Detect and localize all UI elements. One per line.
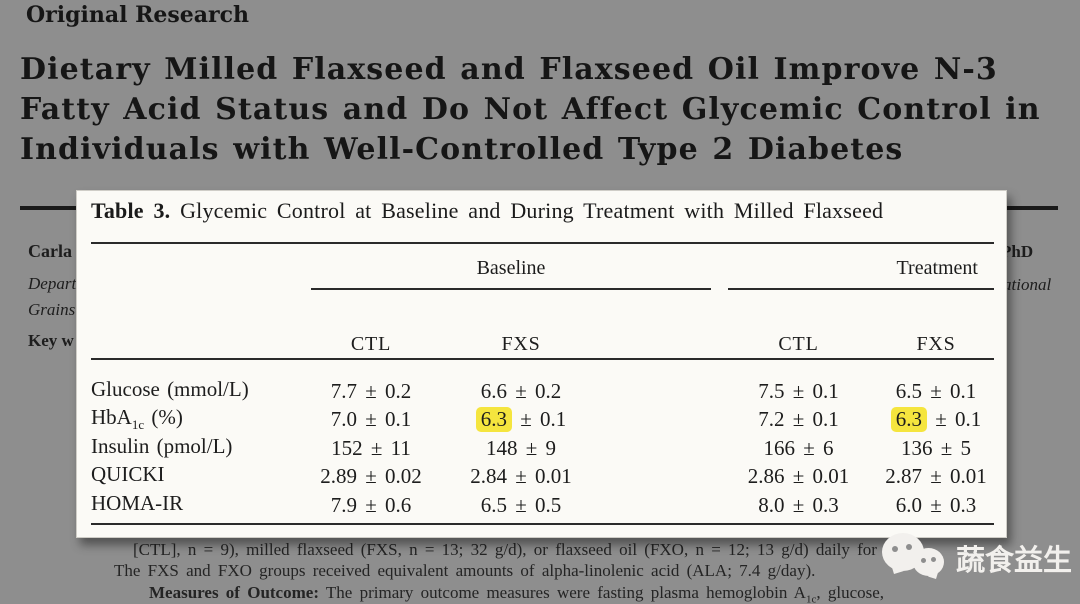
cell-treatment-ctl: 2.86 ± 0.01 bbox=[747, 463, 850, 488]
wechat-eye bbox=[892, 546, 898, 552]
table3-panel: Table 3. Glycemic Control at Baseline an… bbox=[76, 190, 1007, 538]
measures-of-outcome-label: Measures of Outcome: bbox=[149, 583, 319, 602]
row-label: HbA1c (%) bbox=[91, 405, 183, 433]
cell-treatment-ctl: 166 ± 6 bbox=[763, 435, 834, 460]
article-title-line-1: Dietary Milled Flaxseed and Flaxseed Oil… bbox=[20, 52, 998, 87]
cell-treatment-ctl: 8.0 ± 0.3 bbox=[758, 492, 839, 517]
cell-treatment-fxs: 6.5 ± 0.1 bbox=[895, 378, 977, 403]
wechat-eye bbox=[931, 557, 936, 562]
baseline-group-underline bbox=[311, 288, 711, 290]
column-header-treatment-ctl: CTL bbox=[778, 333, 819, 355]
author-name-fragment: Carla G bbox=[28, 241, 91, 261]
row-label: QUICKI bbox=[91, 462, 165, 486]
affiliation-fragment-2: Grains bbox=[28, 300, 76, 319]
column-header-baseline-fxs: FXS bbox=[501, 333, 541, 355]
author-degree-fragment: PhD bbox=[1001, 242, 1034, 261]
table-row-insulin: Insulin (pmol/L) 152 ± 11 148 ± 9 166 ± … bbox=[91, 434, 996, 462]
abstract-line-2: The FXS and FXO groups received equivale… bbox=[114, 561, 816, 580]
affiliation-fragment-1: Depart bbox=[28, 274, 77, 293]
table-bottom-rule bbox=[91, 523, 994, 525]
highlight-yellow: 6.3 bbox=[890, 406, 927, 432]
cell-treatment-ctl: 7.2 ± 0.1 bbox=[758, 406, 839, 431]
column-header-treatment-fxs: FXS bbox=[916, 333, 956, 355]
treatment-group-underline bbox=[728, 288, 994, 290]
cell-baseline-ctl: 7.0 ± 0.1 bbox=[330, 406, 412, 431]
cell-baseline-fxs: 148 ± 9 bbox=[485, 435, 557, 460]
wechat-bubble-tail bbox=[927, 570, 945, 588]
hba1c-subscript: 1c bbox=[805, 593, 817, 604]
cell-baseline-ctl: 7.7 ± 0.2 bbox=[330, 378, 412, 403]
row-label: Glucose (mmol/L) bbox=[91, 377, 249, 401]
highlight-yellow: 6.3 bbox=[475, 406, 512, 432]
table-caption-text: Glycemic Control at Baseline and During … bbox=[170, 198, 884, 223]
table-row-quicki: QUICKI 2.89 ± 0.02 2.84 ± 0.01 2.86 ± 0.… bbox=[91, 462, 996, 490]
keywords-label-fragment: Key w bbox=[28, 331, 74, 350]
cell-baseline-ctl: 2.89 ± 0.02 bbox=[320, 463, 422, 488]
row-label: HOMA-IR bbox=[91, 491, 184, 515]
watermark-brand: 蔬食益生 bbox=[956, 543, 1073, 577]
cell-treatment-fxs: 6.3 ± 0.1 bbox=[876, 406, 996, 432]
article-title: Dietary Milled Flaxseed and Flaxseed Oil… bbox=[20, 50, 1070, 170]
cell-baseline-ctl: 7.9 ± 0.6 bbox=[330, 492, 412, 517]
cell-baseline-fxs: 2.84 ± 0.01 bbox=[470, 463, 572, 488]
cell-treatment-fxs: 136 ± 5 bbox=[900, 435, 972, 460]
wechat-bubble-small bbox=[913, 548, 945, 588]
article-title-line-2: Fatty Acid Status and Do Not Affect Glyc… bbox=[20, 92, 1041, 127]
wechat-icon bbox=[882, 531, 948, 588]
group-header-treatment: Treatment bbox=[896, 257, 978, 279]
table-header-rule bbox=[91, 358, 994, 360]
cell-treatment-fxs: 6.0 ± 0.3 bbox=[895, 492, 977, 517]
cell-treatment-ctl: 7.5 ± 0.1 bbox=[758, 378, 839, 403]
table-row-hba1c: HbA1c (%) 7.0 ± 0.1 6.3 ± 0.1 7.2 ± 0.1 … bbox=[91, 405, 996, 433]
affiliation-fragment-3: ational bbox=[1003, 275, 1052, 294]
abstract-line-3-tail: , glucose, bbox=[816, 583, 885, 602]
cell-baseline-fxs: 6.5 ± 0.5 bbox=[480, 492, 562, 517]
cell-baseline-fxs: 6.6 ± 0.2 bbox=[480, 378, 562, 403]
table-caption: Table 3. Glycemic Control at Baseline an… bbox=[91, 198, 883, 224]
table-row-glucose: Glucose (mmol/L) 7.7 ± 0.2 6.6 ± 0.2 7.5… bbox=[91, 377, 996, 405]
cell-baseline-ctl: 152 ± 11 bbox=[331, 435, 411, 460]
wechat-eye bbox=[921, 558, 926, 563]
row-label: Insulin (pmol/L) bbox=[91, 434, 233, 458]
cell-baseline-fxs: 6.3 ± 0.1 bbox=[441, 406, 601, 432]
cell-treatment-fxs: 2.87 ± 0.01 bbox=[885, 463, 987, 488]
column-header-baseline-ctl: CTL bbox=[350, 333, 392, 355]
section-kicker: Original Research bbox=[26, 2, 250, 28]
table-caption-lead: Table 3. bbox=[91, 198, 171, 223]
abstract-line-1: [CTL], n = 9), milled flaxseed (FXS, n =… bbox=[133, 540, 921, 559]
abstract-line-3: Measures of Outcome: The primary outcome… bbox=[149, 583, 884, 604]
abstract-line-3-text: The primary outcome measures were fastin… bbox=[318, 583, 806, 602]
wechat-eye bbox=[906, 544, 912, 550]
wechat-bubble-tail bbox=[884, 564, 904, 584]
watermark: 蔬食益生 bbox=[882, 531, 1073, 588]
article-title-line-3: Individuals with Well-Controlled Type 2 … bbox=[20, 132, 904, 167]
table-row-homa-ir: HOMA-IR 7.9 ± 0.6 6.5 ± 0.5 8.0 ± 0.3 6.… bbox=[91, 491, 996, 519]
table-top-rule bbox=[91, 242, 994, 244]
group-header-baseline: Baseline bbox=[476, 257, 546, 279]
